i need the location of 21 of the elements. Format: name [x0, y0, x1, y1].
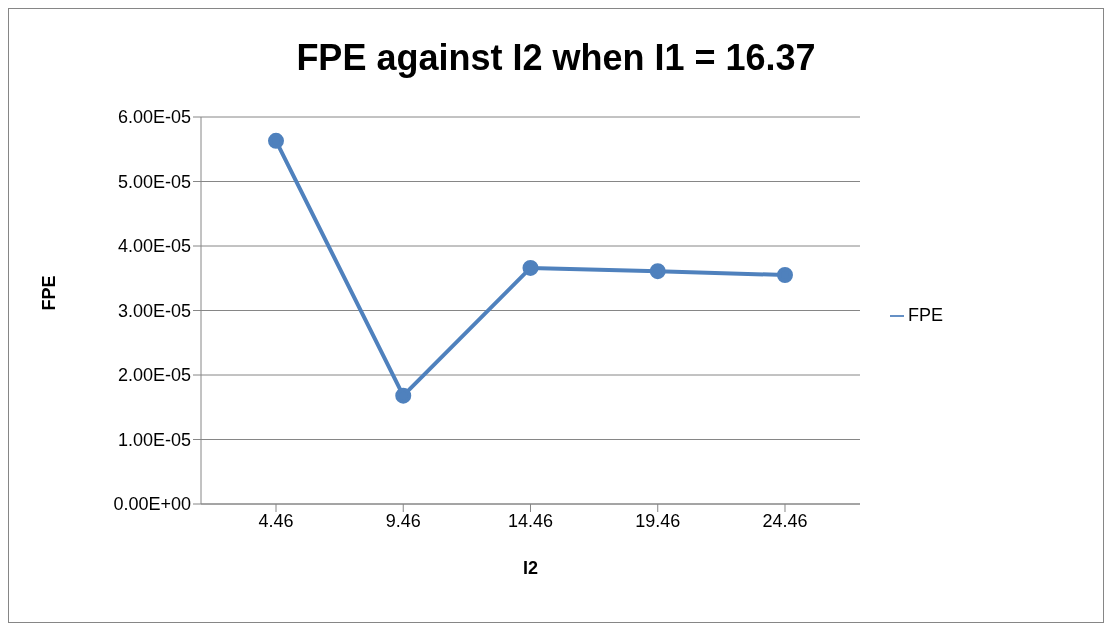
x-tick-label: 9.46 — [385, 510, 421, 531]
chart-title: FPE against I2 when I1 = 16.37 — [295, 37, 817, 79]
point — [268, 132, 284, 149]
y-tick-label: 4.00E-05 — [117, 236, 191, 257]
x-tick-label: 19.46 — [635, 510, 681, 531]
legend-label: FPE — [907, 305, 943, 325]
y-tick-label: 2.00E-05 — [117, 365, 191, 386]
point — [522, 259, 539, 276]
x-tick-label: 14.46 — [507, 510, 554, 531]
point — [395, 387, 412, 404]
point — [649, 263, 666, 280]
x-tick-label: 4.46 — [258, 510, 294, 531]
y-tick-label: 0.00E+00 — [113, 494, 191, 515]
x-tick-label: 24.46 — [762, 510, 808, 531]
y-tick-label: 6.00E-05 — [117, 107, 191, 128]
y-axis-title: FPE — [39, 275, 60, 311]
x-axis-title: I2 — [522, 558, 538, 578]
y-tick-label: 1.00E-05 — [117, 429, 191, 450]
y-tick-label: 3.00E-05 — [117, 300, 191, 321]
y-tick-label: 5.00E-05 — [117, 171, 191, 192]
point — [776, 267, 793, 284]
